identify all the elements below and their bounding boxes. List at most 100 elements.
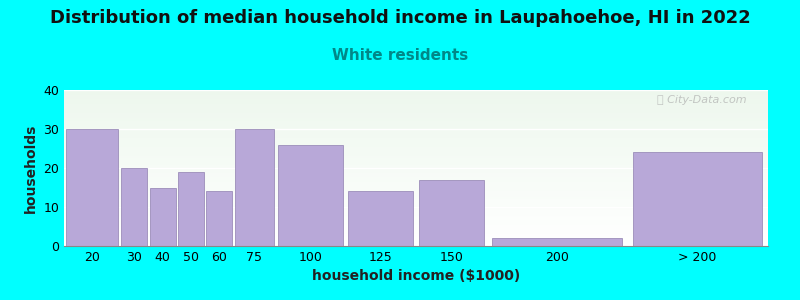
Bar: [64, 101, 768, 102]
Bar: [64, 90, 768, 91]
Bar: [64, 229, 768, 230]
Bar: [64, 112, 768, 113]
Bar: [64, 211, 768, 212]
Bar: [64, 109, 768, 110]
Bar: [64, 242, 768, 243]
Bar: [64, 193, 768, 194]
Bar: [64, 163, 768, 164]
Bar: [64, 219, 768, 220]
Bar: [64, 126, 768, 127]
Bar: [64, 152, 768, 153]
Bar: [64, 136, 768, 137]
Bar: [64, 121, 768, 122]
Bar: [64, 154, 768, 155]
Bar: [64, 214, 768, 215]
Bar: [64, 123, 768, 124]
Bar: [64, 196, 768, 197]
Bar: [64, 122, 768, 123]
Bar: [64, 103, 768, 104]
Bar: [64, 230, 768, 231]
Bar: [234, 129, 274, 246]
Bar: [64, 96, 768, 97]
Bar: [122, 168, 147, 246]
Bar: [64, 107, 768, 108]
Bar: [64, 160, 768, 161]
Bar: [64, 208, 768, 209]
Bar: [64, 153, 768, 154]
Bar: [64, 244, 768, 245]
Bar: [64, 227, 768, 228]
Bar: [64, 237, 768, 238]
Bar: [64, 97, 768, 98]
Bar: [64, 92, 768, 93]
Bar: [64, 108, 768, 109]
Bar: [64, 173, 768, 174]
Bar: [64, 190, 768, 191]
Bar: [64, 100, 768, 101]
Bar: [64, 240, 768, 241]
Bar: [64, 201, 768, 202]
Bar: [64, 182, 768, 183]
Bar: [64, 119, 768, 120]
Bar: [64, 170, 768, 171]
Bar: [64, 204, 768, 205]
Bar: [64, 104, 768, 105]
Bar: [64, 216, 768, 217]
Bar: [64, 228, 768, 229]
Bar: [64, 164, 768, 165]
Bar: [64, 232, 768, 233]
Bar: [633, 152, 762, 246]
Bar: [64, 184, 768, 185]
Bar: [64, 180, 768, 181]
Bar: [64, 222, 768, 223]
Bar: [64, 116, 768, 117]
Bar: [64, 221, 768, 222]
Bar: [64, 178, 768, 179]
Bar: [64, 150, 768, 151]
Bar: [64, 241, 768, 242]
Bar: [64, 217, 768, 218]
Bar: [64, 105, 768, 106]
Bar: [64, 148, 768, 149]
Bar: [64, 166, 768, 167]
Bar: [64, 200, 768, 201]
Bar: [150, 188, 175, 246]
X-axis label: household income ($1000): household income ($1000): [312, 269, 520, 284]
Bar: [64, 93, 768, 94]
Bar: [64, 144, 768, 145]
Bar: [64, 165, 768, 166]
Bar: [64, 206, 768, 207]
Text: Distribution of median household income in Laupahoehoe, HI in 2022: Distribution of median household income …: [50, 9, 750, 27]
Bar: [64, 209, 768, 210]
Bar: [64, 202, 768, 203]
Bar: [64, 157, 768, 158]
Bar: [64, 162, 768, 163]
Bar: [64, 245, 768, 246]
Bar: [64, 223, 768, 224]
Bar: [178, 172, 204, 246]
Bar: [64, 197, 768, 198]
Bar: [64, 130, 768, 131]
Bar: [64, 234, 768, 235]
Bar: [64, 198, 768, 199]
Bar: [64, 238, 768, 239]
Bar: [64, 172, 768, 173]
Bar: [64, 176, 768, 177]
Bar: [64, 114, 768, 115]
Bar: [64, 98, 768, 99]
Bar: [64, 194, 768, 195]
Bar: [64, 110, 768, 111]
Bar: [64, 218, 768, 219]
Bar: [64, 138, 768, 139]
Bar: [64, 243, 768, 244]
Bar: [64, 224, 768, 225]
Bar: [64, 212, 768, 213]
Bar: [64, 118, 768, 119]
Bar: [349, 191, 413, 246]
Bar: [64, 156, 768, 157]
Bar: [64, 115, 768, 116]
Bar: [64, 147, 768, 148]
Bar: [64, 213, 768, 214]
Bar: [64, 155, 768, 156]
Bar: [64, 175, 768, 176]
